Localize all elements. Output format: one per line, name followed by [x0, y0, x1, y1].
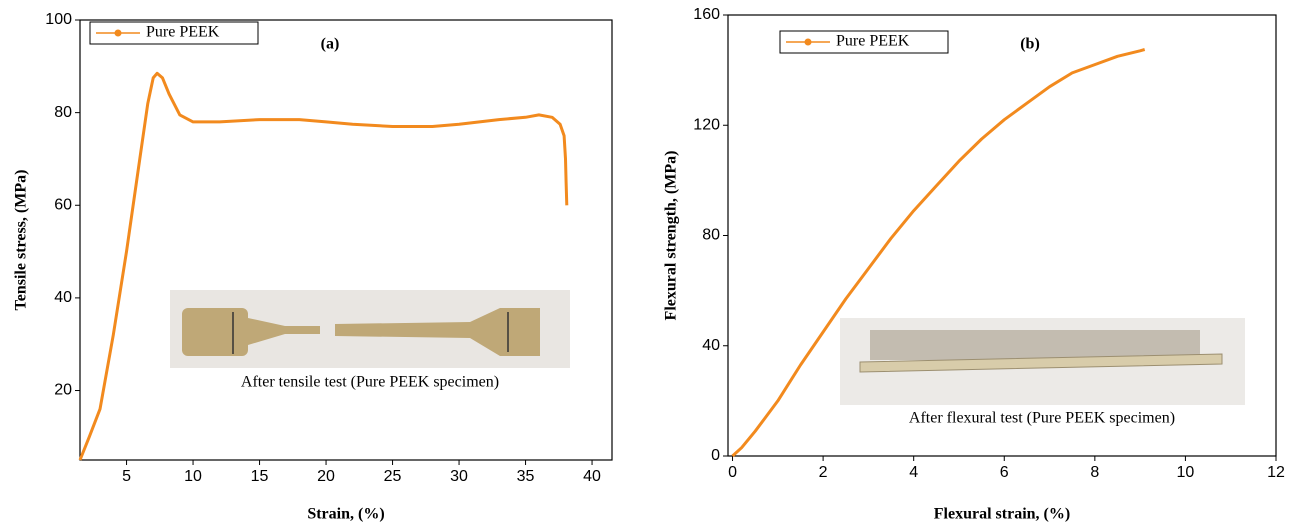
data-line: [731, 48, 1146, 458]
legend-label: Pure PEEK: [836, 33, 910, 50]
x-tick-label: 10: [1177, 464, 1195, 481]
y-tick-label: 60: [54, 196, 72, 213]
y-tick-label: 160: [693, 6, 720, 23]
data-line: [78, 71, 569, 461]
panel-label: (b): [1020, 36, 1040, 53]
legend-label: Pure PEEK: [146, 24, 220, 41]
x-tick-label: 30: [450, 468, 468, 485]
y-tick-label: 120: [693, 116, 720, 133]
legend-box: [779, 30, 949, 54]
x-axis-title: Strain, (%): [307, 506, 384, 523]
y-axis-title: Tensile stress, (MPa): [13, 170, 30, 311]
x-tick-label: 12: [1267, 464, 1285, 481]
y-tick-label: 0: [711, 447, 720, 464]
x-tick-label: 0: [728, 464, 737, 481]
x-axis-title: Flexural strain, (%): [934, 506, 1070, 523]
y-tick-label: 20: [54, 382, 72, 399]
y-tick-label: 100: [45, 11, 72, 28]
legend-marker: [804, 38, 812, 46]
y-tick-label: 80: [54, 104, 72, 121]
x-tick-label: 10: [184, 468, 202, 485]
x-tick-label: 15: [251, 468, 269, 485]
y-tick-label: 40: [54, 289, 72, 306]
x-tick-label: 40: [583, 468, 601, 485]
legend-box: [89, 21, 259, 45]
x-tick-label: 4: [909, 464, 918, 481]
inset-caption: After flexural test (Pure PEEK specimen): [909, 410, 1175, 427]
y-axis-title: Flexural strength, (MPa): [663, 151, 680, 321]
inset-caption: After tensile test (Pure PEEK specimen): [241, 374, 499, 391]
legend-marker: [114, 29, 122, 37]
x-tick-label: 25: [384, 468, 402, 485]
panel-label: (a): [321, 36, 340, 53]
x-tick-label: 8: [1090, 464, 1099, 481]
x-tick-label: 20: [317, 468, 335, 485]
x-tick-label: 6: [1000, 464, 1009, 481]
y-tick-label: 40: [702, 337, 720, 354]
inset-photo: [170, 290, 570, 368]
plot-frame: [79, 19, 613, 461]
x-tick-label: 5: [122, 468, 131, 485]
y-tick-label: 80: [702, 227, 720, 244]
x-tick-label: 2: [819, 464, 828, 481]
inset-photo: [840, 318, 1245, 405]
x-tick-label: 35: [517, 468, 535, 485]
